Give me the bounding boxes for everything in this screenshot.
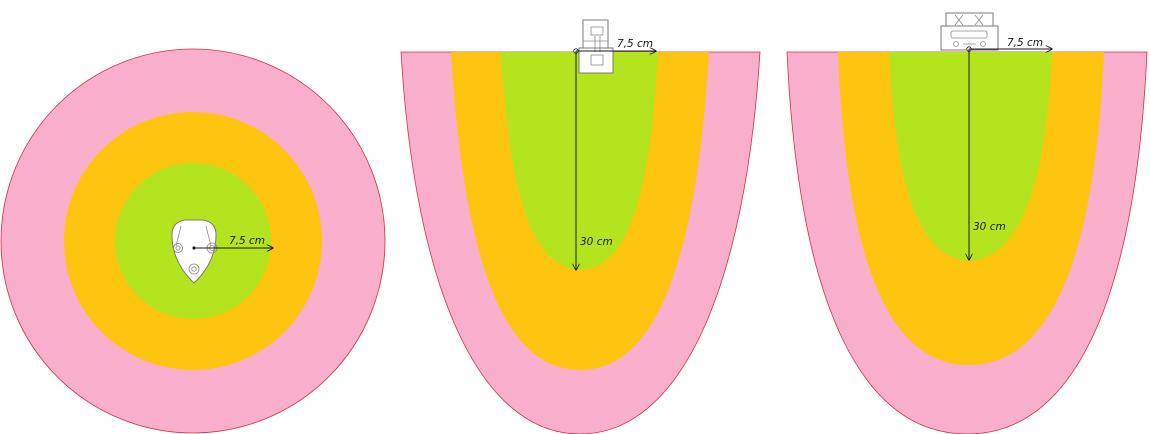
inner-zone [889,52,1052,261]
top-view: 7,5 cm [0,48,386,434]
inner-zone [501,52,658,270]
sensor-side-icon [578,19,614,74]
side-view: 7,5 cm 30 cm [400,19,761,434]
radius-label: 7,5 cm [617,38,653,50]
sensor-front-icon [940,12,999,51]
depth-label: 30 cm [973,221,1006,233]
front-view: 7,5 cm 30 cm [786,12,1148,434]
depth-label: 30 cm [580,236,613,248]
radius-label: 7,5 cm [1007,37,1043,49]
radius-label: 7,5 cm [229,235,265,247]
